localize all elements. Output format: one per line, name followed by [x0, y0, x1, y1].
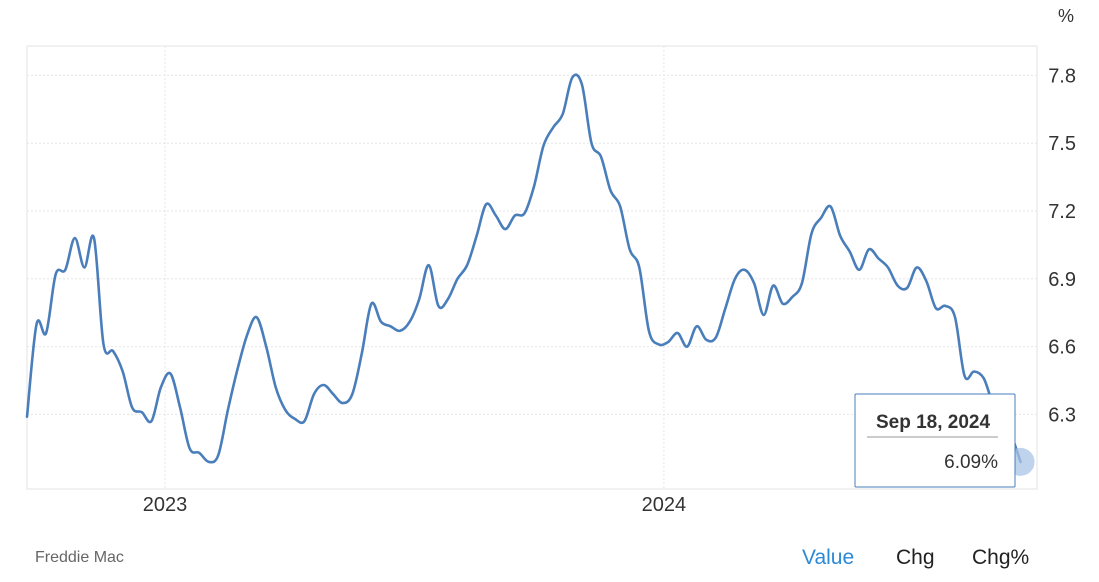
tab-value[interactable]: Value: [802, 546, 855, 569]
y-axis-unit: %: [1058, 6, 1074, 26]
y-tick-label: 6.9: [1048, 269, 1076, 291]
tooltip-value: 6.09%: [944, 452, 998, 473]
plot-frame: [26, 45, 1038, 490]
y-axis: 6.3 6.6 6.9 7.2 7.5 7.8: [1048, 65, 1076, 426]
x-tick-label: 2023: [143, 494, 188, 516]
series-line: [25, 73, 1022, 464]
x-tick-label: 2024: [642, 494, 687, 516]
tooltip: Sep 18, 2024 6.09%: [854, 393, 1016, 488]
tab-chg[interactable]: Chg: [896, 546, 935, 569]
tab-chg-percent[interactable]: Chg%: [972, 546, 1030, 569]
x-axis: 2023 2024: [143, 494, 686, 516]
y-tick-label: 6.3: [1048, 404, 1076, 426]
y-tick-label: 7.8: [1048, 65, 1076, 87]
y-tick-label: 7.5: [1048, 133, 1076, 155]
tooltip-date: Sep 18, 2024: [876, 412, 991, 433]
y-tick-label: 7.2: [1048, 201, 1076, 223]
y-tick-label: 6.6: [1048, 337, 1076, 359]
view-tabs: Value Chg Chg%: [0, 546, 1099, 574]
source-label: Freddie Mac: [35, 549, 124, 566]
